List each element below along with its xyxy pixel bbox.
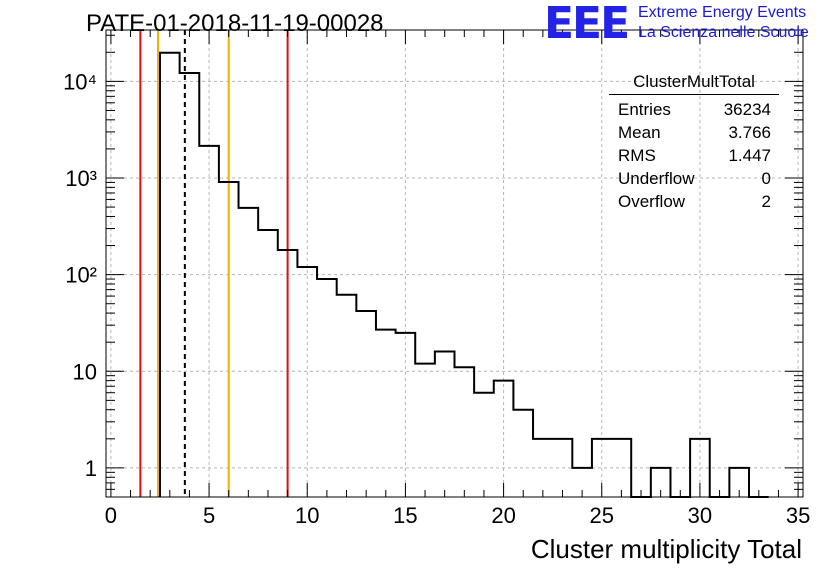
eee-logo-mark: EEE [544,0,630,49]
logo-line-1: Extreme Energy Events [638,4,807,21]
y-tick-label: 10⁴ [63,69,97,94]
histogram-bin [513,410,533,497]
histogram-bin [180,73,200,497]
x-tick-label: 20 [491,503,515,528]
histogram [158,51,769,498]
x-tick-label: 35 [786,503,810,528]
x-axis-label: Cluster multiplicity Total [530,534,802,564]
stats-row-entries: Entries 36234 [609,98,779,121]
histogram-bin [239,208,259,497]
stats-label: Entries [618,100,671,119]
y-tick-label: 10³ [65,166,97,191]
grid [106,30,803,497]
run-title: PATE-01-2018-11-19-00028 [86,10,384,37]
x-tick-label: 15 [393,503,417,528]
histogram-bin [258,230,278,497]
stats-label: RMS [618,146,656,165]
histogram-bin [317,279,337,497]
stats-title: ClusterMultTotal [609,72,779,95]
histogram-bin [356,311,376,497]
stats-label: Mean [618,123,661,142]
histogram-bin [376,330,396,497]
y-tick-label: 10² [65,263,97,288]
stats-value: 3.766 [728,123,771,142]
stats-row-overflow: Overflow 2 [609,190,779,213]
histogram-bin [435,352,455,497]
y-tick-label: 10 [73,359,97,384]
logo-line-2: La Scienza nelle Scuole [638,24,809,41]
stats-row-underflow: Underflow 0 [609,167,779,190]
histogram-bin [474,393,494,497]
histogram-outline [158,51,769,498]
stats-value: 2 [761,192,771,211]
marker-lines [139,30,289,497]
stats-label: Underflow [618,169,695,188]
x-tick-label: 10 [295,503,319,528]
histogram-bin [455,367,475,497]
stats-value: 0 [761,169,771,188]
y-tick-label: 1 [85,456,97,481]
stats-box: ClusterMultTotal Entries 36234 Mean 3.76… [609,72,779,213]
x-tick-label: 5 [203,503,215,528]
stats-label: Overflow [618,192,686,211]
histogram-bin [415,364,435,497]
stats-value: 36234 [723,100,771,119]
plot-frame [105,29,804,498]
histogram-bin [337,295,357,497]
x-tick-label: 25 [590,503,614,528]
x-tick-label: 30 [688,503,712,528]
histogram-bin [533,439,553,497]
stats-row-rms: RMS 1.447 [609,144,779,167]
stats-value: 1.447 [728,146,771,165]
x-tick-label: 0 [105,503,117,528]
stats-row-mean: Mean 3.766 [609,121,779,144]
